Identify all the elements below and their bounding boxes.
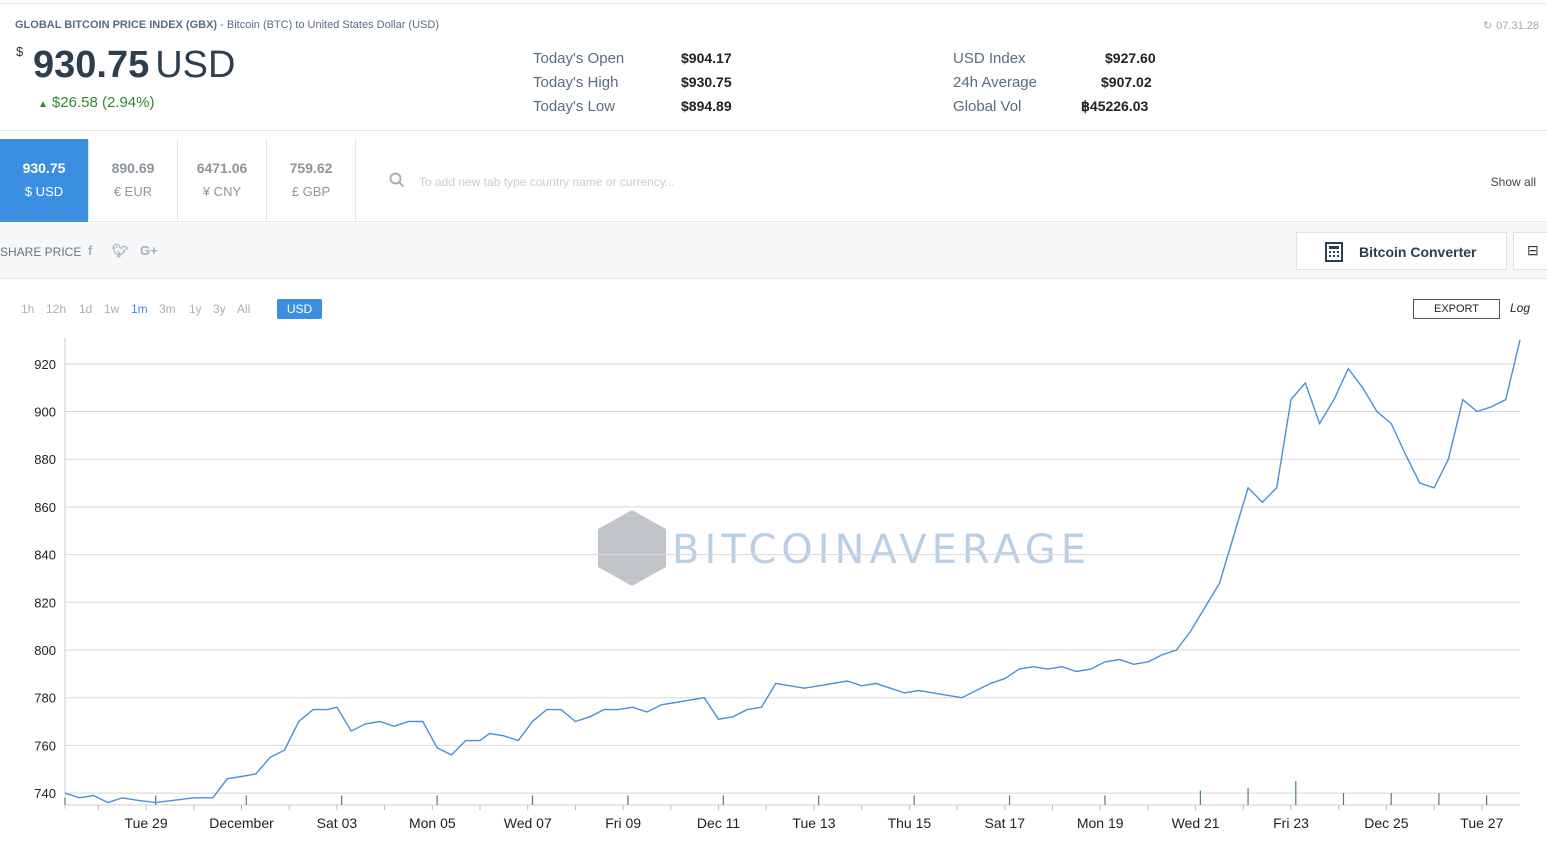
range-3y[interactable]: 3y xyxy=(213,302,226,316)
currency-symbol: $ xyxy=(16,44,24,59)
x-tick-label: Tue 13 xyxy=(792,815,835,831)
y-tick-label: 920 xyxy=(34,357,56,372)
stat-label: Global Vol xyxy=(953,98,1022,115)
tab-price: 930.75 xyxy=(22,160,66,176)
range-1h[interactable]: 1h xyxy=(21,302,35,316)
x-tick-label: Fri 09 xyxy=(605,815,641,831)
x-tick-label: Wed 07 xyxy=(504,815,552,831)
tab-currency: $ USD xyxy=(24,184,64,199)
index-title: GLOBAL BITCOIN PRICE INDEX (GBX) - Bitco… xyxy=(15,19,439,31)
tab-currency: £ GBP xyxy=(291,184,331,199)
watermark-text: BITCOINAVERAGE xyxy=(672,527,1091,573)
bitcoin-converter-button[interactable]: Bitcoin Converter xyxy=(1296,232,1507,270)
stat-label: Today's Low xyxy=(533,98,616,115)
price-series-line xyxy=(64,339,1521,804)
tab-usd[interactable]: 930.75 $ USD xyxy=(0,139,89,222)
show-all-link[interactable]: Show all xyxy=(1490,175,1536,189)
y-tick-label: 900 xyxy=(34,405,56,420)
x-tick-label: Wed 21 xyxy=(1172,815,1220,831)
tab-currency: ¥ CNY xyxy=(202,184,242,199)
range-all[interactable]: All xyxy=(237,302,251,316)
x-tick-label: Thu 15 xyxy=(888,815,932,831)
log-scale-toggle[interactable]: Log xyxy=(1510,301,1531,315)
x-tick-label: Fri 23 xyxy=(1273,815,1309,831)
stat-value: $904.17 xyxy=(681,50,732,66)
collapse-button[interactable]: ⊟ xyxy=(1513,232,1547,270)
chart-currency-pill[interactable]: USD xyxy=(277,299,322,319)
twitter-icon[interactable]: 🐦︎ xyxy=(112,243,129,258)
facebook-icon[interactable]: f xyxy=(88,243,93,258)
price-change: ▲ $26.58 (2.94%) xyxy=(38,94,155,111)
y-tick-label: 880 xyxy=(34,452,56,467)
tab-eur[interactable]: 890.69 € EUR xyxy=(89,139,178,222)
tab-gbp[interactable]: 759.62 £ GBP xyxy=(267,139,356,222)
stat-label: USD Index xyxy=(953,50,1026,67)
stat-value: ฿45226.03 xyxy=(1081,98,1149,114)
y-tick-label: 820 xyxy=(34,595,56,610)
x-tick-label: Dec 25 xyxy=(1364,815,1409,831)
minus-box-icon: ⊟ xyxy=(1527,242,1539,258)
converter-label: Bitcoin Converter xyxy=(1359,244,1477,260)
y-tick-label: 780 xyxy=(34,691,56,706)
up-arrow-icon: ▲ xyxy=(38,99,48,110)
y-tick-label: 840 xyxy=(34,548,56,563)
share-label: SHARE PRICE xyxy=(0,245,82,259)
x-tick-label: Dec 11 xyxy=(697,815,741,831)
y-tick-label: 760 xyxy=(34,738,56,753)
range-3m[interactable]: 3m xyxy=(159,302,176,316)
x-tick-label: Mon 05 xyxy=(409,815,456,831)
stat-label: Today's Open xyxy=(533,50,625,67)
range-12h[interactable]: 12h xyxy=(46,302,67,316)
x-tick-label: Sat 17 xyxy=(985,815,1026,831)
tab-price: 759.62 xyxy=(289,160,333,176)
timestamp[interactable]: ↻ 07.31.28 xyxy=(1482,20,1539,32)
tab-price: 6471.06 xyxy=(196,160,248,176)
refresh-icon[interactable]: ↻ xyxy=(1482,20,1493,32)
stat-value: $927.60 xyxy=(1105,50,1156,66)
google-plus-icon[interactable]: G+ xyxy=(140,243,158,258)
y-tick-label: 860 xyxy=(34,500,56,515)
stat-value: $930.75 xyxy=(681,74,732,90)
range-1d[interactable]: 1d xyxy=(79,302,93,316)
currency-search-input[interactable]: To add new tab type country name or curr… xyxy=(419,175,675,189)
tab-currency: € EUR xyxy=(113,184,153,199)
range-1m[interactable]: 1m xyxy=(131,302,148,316)
y-tick-label: 740 xyxy=(34,786,56,801)
x-tick-label: Sat 03 xyxy=(317,815,358,831)
x-tick-label: Tue 27 xyxy=(1460,815,1503,831)
x-tick-label: Tue 29 xyxy=(125,815,168,831)
x-tick-label: Mon 19 xyxy=(1077,815,1124,831)
divider xyxy=(0,130,1547,131)
stat-label: 24h Average xyxy=(953,74,1037,91)
currency-tabs: 930.75 $ USD 890.69 € EUR 6471.06 ¥ CNY … xyxy=(0,139,1547,222)
share-bar xyxy=(0,223,1547,279)
stat-value: $894.89 xyxy=(681,98,732,114)
stat-value: $907.02 xyxy=(1101,74,1152,90)
x-tick-label: December xyxy=(209,815,274,831)
range-1w[interactable]: 1w xyxy=(104,302,120,316)
y-tick-label: 800 xyxy=(34,643,56,658)
stat-label: Today's High xyxy=(533,74,619,91)
tab-price: 890.69 xyxy=(111,160,155,176)
search-icon xyxy=(389,172,405,188)
top-border xyxy=(0,0,1547,4)
range-1y[interactable]: 1y xyxy=(189,302,202,316)
current-price: 930.75 USD xyxy=(33,44,236,86)
tab-cny[interactable]: 6471.06 ¥ CNY xyxy=(178,139,267,222)
price-chart: BITCOINAVERAGE 740 760 780 800 820 840 860 880 90… xyxy=(34,338,1521,831)
watermark-hex-icon xyxy=(598,510,666,586)
export-button[interactable]: EXPORT xyxy=(1413,299,1500,319)
calculator-icon xyxy=(1325,242,1343,262)
